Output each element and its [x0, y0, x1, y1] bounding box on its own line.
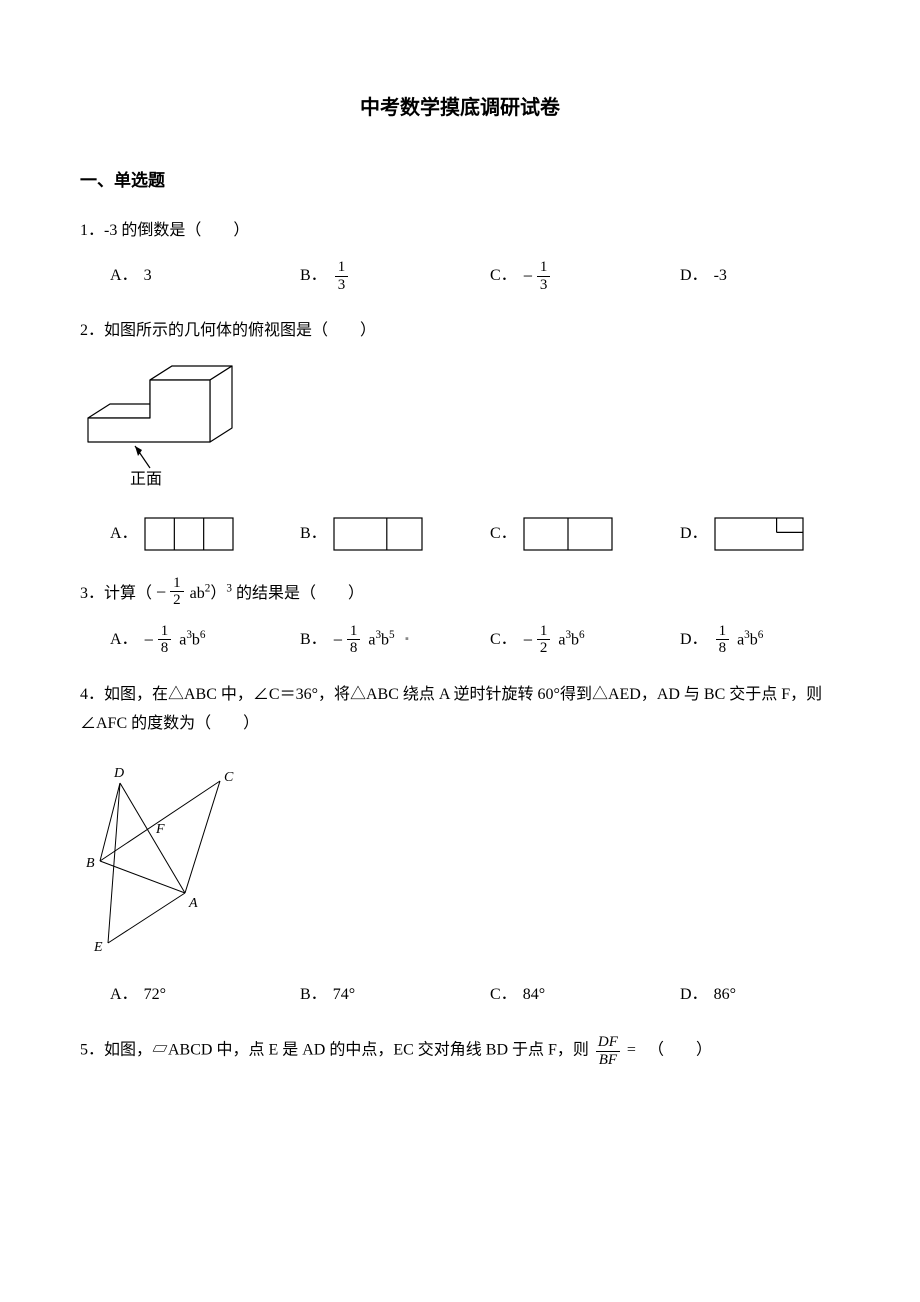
- q2-options: A． B． C． D．: [80, 517, 840, 551]
- topview-b-icon: [333, 517, 423, 551]
- topview-d-icon: [714, 517, 804, 551]
- q3-option-d: D． 18 a3b6: [680, 623, 870, 657]
- opt-label: C．: [490, 262, 517, 291]
- q2-option-c: C．: [490, 517, 680, 551]
- svg-text:D: D: [113, 766, 124, 781]
- opt-label: C．: [490, 520, 517, 549]
- q3-option-b: B． − 18 a3b5: [300, 623, 490, 657]
- question-1: 1．-3 的倒数是（ ） A． 3 B． 1 3 C． − 1 3 D．: [80, 217, 840, 294]
- q4-option-d: D． 86°: [680, 981, 870, 1010]
- opt-label: A．: [110, 520, 138, 549]
- question-3: 3．计算（ − 1 2 ab2）3 的结果是（ ） ▪ A． − 18 a3b6…: [80, 575, 840, 657]
- q4-option-a: A． 72°: [110, 981, 300, 1010]
- q1-option-c: C． − 1 3: [490, 259, 680, 293]
- q1-option-d: D． -3: [680, 259, 870, 293]
- q2-solid-figure: 正面: [80, 360, 840, 499]
- q4-option-c: C． 84°: [490, 981, 680, 1010]
- page-title: 中考数学摸底调研试卷: [80, 90, 840, 126]
- q4-text: 4．如图，在△ABC 中，∠C＝36°，将△ABC 绕点 A 逆时针旋转 60°…: [80, 681, 840, 739]
- triangle-diagram-icon: A B C D E F: [80, 753, 240, 953]
- q2-text: 2．如图所示的几何体的俯视图是（ ）: [80, 317, 840, 346]
- q2-option-d: D．: [680, 517, 870, 551]
- q3-text: 3．计算（ − 1 2 ab2）3 的结果是（ ）: [80, 575, 840, 609]
- opt-label: D．: [680, 626, 708, 655]
- opt-label: B．: [300, 626, 327, 655]
- q1-options: A． 3 B． 1 3 C． − 1 3 D． -3: [80, 259, 840, 293]
- negative-fraction: − 1 2: [156, 575, 186, 609]
- solid-icon: 正面: [80, 360, 244, 488]
- svg-text:F: F: [155, 822, 165, 837]
- q3-options: A． − 18 a3b6 B． − 18 a3b5 C． − 12 a3b6 D…: [80, 623, 840, 657]
- q2-option-b: B．: [300, 517, 490, 551]
- question-5: 5．如图，▱ABCD 中，点 E 是 AD 的中点，EC 交对角线 BD 于点 …: [80, 1034, 840, 1068]
- q4-options: A． 72° B． 74° C． 84° D． 86°: [80, 981, 840, 1010]
- question-2: 2．如图所示的几何体的俯视图是（ ） 正面 A． B． C． D．: [80, 317, 840, 551]
- q1-option-a: A． 3: [110, 259, 300, 293]
- fraction: DF BF: [595, 1034, 621, 1068]
- svg-text:正面: 正面: [130, 471, 162, 488]
- q4-diagram: A B C D E F: [80, 753, 840, 964]
- svg-text:E: E: [93, 940, 103, 953]
- section-heading: 一、单选题: [80, 166, 840, 197]
- diagram-indicator-icon: ▪: [405, 630, 409, 650]
- q3-option-c: C． − 12 a3b6: [490, 623, 680, 657]
- opt-label: A．: [110, 262, 138, 291]
- q1-option-b: B． 1 3: [300, 259, 490, 293]
- opt-label: B．: [300, 262, 327, 291]
- svg-text:A: A: [188, 896, 198, 911]
- opt-label: C．: [490, 626, 517, 655]
- q5-text: 5．如图，▱ABCD 中，点 E 是 AD 的中点，EC 交对角线 BD 于点 …: [80, 1034, 840, 1068]
- question-4: 4．如图，在△ABC 中，∠C＝36°，将△ABC 绕点 A 逆时针旋转 60°…: [80, 681, 840, 1010]
- topview-a-icon: [144, 517, 234, 551]
- negative-fraction: − 1 3: [523, 259, 553, 293]
- fraction: 1 3: [335, 259, 349, 293]
- q4-option-b: B． 74°: [300, 981, 490, 1010]
- svg-text:B: B: [86, 856, 95, 871]
- opt-label: B．: [300, 520, 327, 549]
- q2-option-a: A．: [110, 517, 300, 551]
- opt-label: A．: [110, 626, 138, 655]
- opt-label: D．: [680, 262, 708, 291]
- svg-text:C: C: [224, 770, 234, 785]
- opt-label: D．: [680, 520, 708, 549]
- q3-option-a: A． − 18 a3b6: [110, 623, 300, 657]
- topview-c-icon: [523, 517, 613, 551]
- q1-text: 1．-3 的倒数是（ ）: [80, 217, 840, 246]
- opt-value: 3: [144, 262, 152, 291]
- opt-value: -3: [714, 262, 727, 291]
